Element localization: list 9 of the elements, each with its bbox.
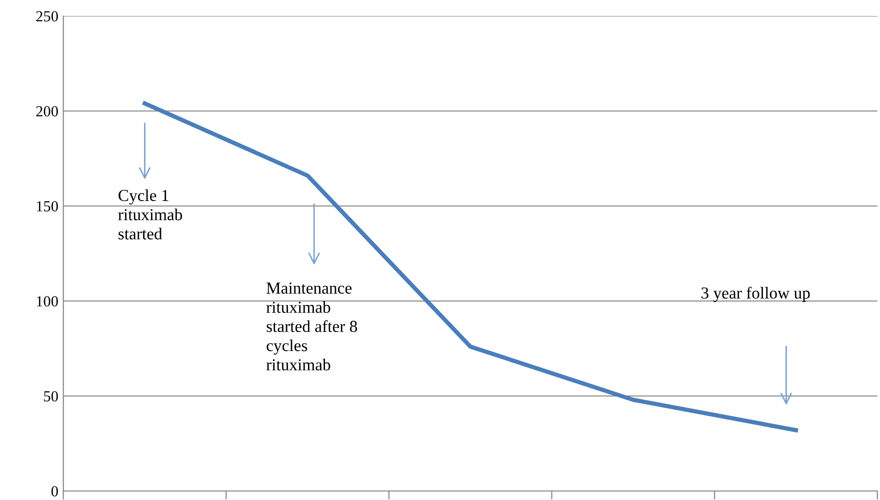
y-tick-label: 150: [36, 201, 58, 212]
annotation: 3 year follow up: [702, 286, 810, 302]
annotation: Maintenance rituximab started after 8 cycles rituximab: [266, 282, 358, 370]
y-tick-label: 200: [36, 106, 58, 116]
annotation: Cycle 1 rituximab started: [118, 189, 182, 240]
y-tick-label: 50: [44, 391, 58, 402]
y-tick-label: 100: [36, 296, 58, 306]
y-tick-label: 0: [51, 486, 58, 496]
y-tick-label: 250: [36, 11, 58, 22]
